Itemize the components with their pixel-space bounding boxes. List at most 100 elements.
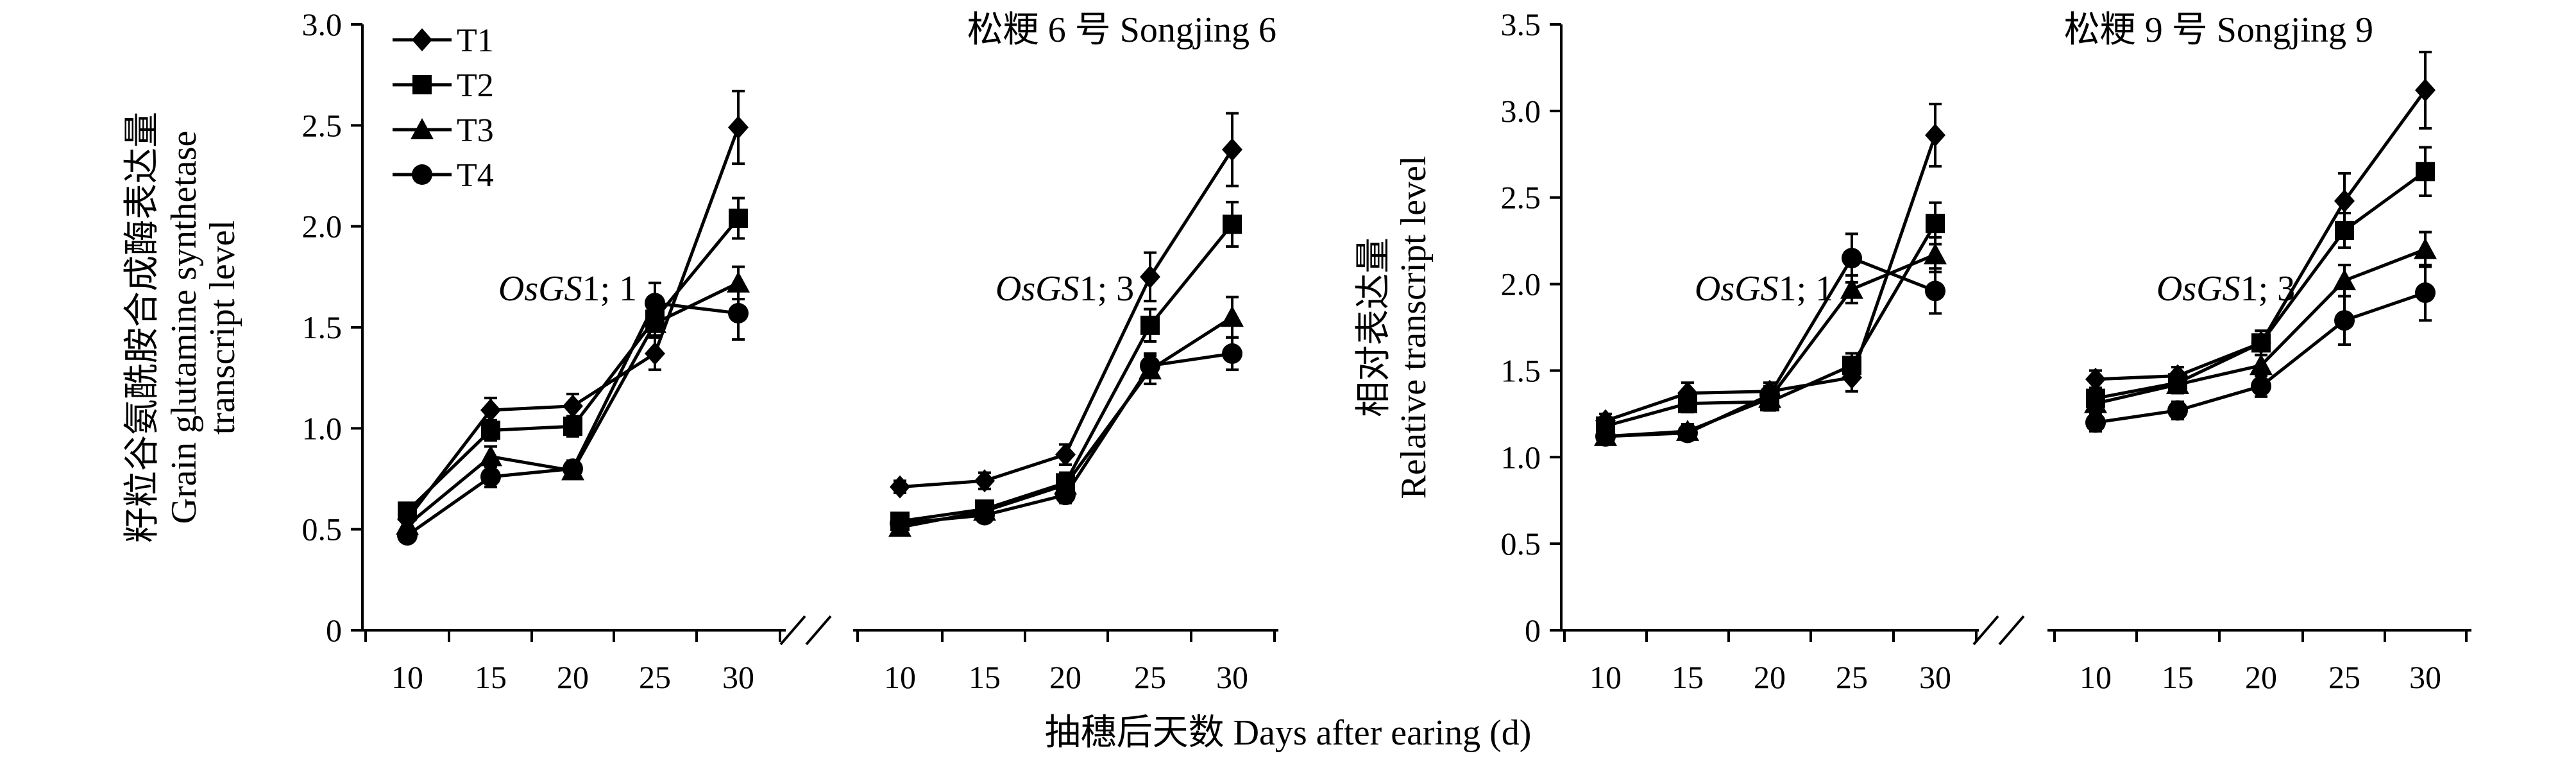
y-tick-label: 2.0 — [1501, 266, 1541, 302]
data-point-T4 — [974, 504, 995, 526]
legend-item-T2: T2 — [393, 67, 494, 104]
x-tick-label: 20 — [557, 659, 589, 695]
series-T4 — [2085, 263, 2436, 433]
data-point-T4 — [1677, 422, 1698, 444]
y-tick-label: 2.5 — [1501, 180, 1541, 216]
y-axis-label: Grain glutamine synthetase — [164, 131, 204, 524]
y-axis-label: 相对表达量 — [1354, 237, 1394, 417]
x-tick-label: 25 — [1134, 659, 1166, 695]
y-tick-label: 3.5 — [1501, 6, 1541, 42]
axis-break-mark — [779, 615, 806, 646]
x-tick-label: 30 — [722, 659, 754, 695]
series-T4 — [1595, 232, 1945, 447]
legend-label: T1 — [457, 22, 494, 59]
data-point-T3 — [2084, 392, 2107, 413]
gene-label-italic: OsGS — [996, 269, 1080, 309]
gene-label-suffix: 1; 1 — [582, 269, 638, 309]
x-tick-label: 20 — [1049, 659, 1081, 695]
axis-break-mark — [805, 615, 832, 646]
data-point-T2 — [1223, 214, 1242, 234]
gene-label-suffix: 1; 3 — [2241, 269, 2296, 309]
data-point-T1 — [1055, 443, 1076, 467]
gene-label-suffix: 1; 3 — [1080, 269, 1135, 309]
series-T4 — [397, 281, 749, 546]
series-T1 — [1595, 103, 1945, 433]
data-point-T2 — [2335, 220, 2354, 240]
legend-marker-T4 — [412, 164, 432, 185]
data-point-T3 — [2250, 354, 2273, 375]
gene-label-italic: OsGS — [1695, 269, 1779, 309]
gene-label: OsGS1; 1 — [498, 269, 637, 309]
data-point-T4 — [2251, 375, 2271, 397]
legend-marker-T1 — [412, 28, 432, 51]
data-point-T4 — [1925, 280, 1945, 302]
data-point-T1 — [480, 399, 501, 422]
y-tick-label: 0.5 — [1501, 526, 1541, 562]
data-point-T2 — [1140, 315, 1160, 335]
series-line-T1 — [899, 148, 1234, 489]
data-point-T4 — [2334, 310, 2355, 331]
y-tick-label: 1.0 — [1501, 439, 1541, 475]
data-point-T2 — [2251, 333, 2271, 353]
y-tick-label: 0 — [326, 612, 342, 648]
y-tick-label: 0.5 — [302, 512, 343, 547]
data-point-T3 — [2166, 373, 2189, 395]
legend-marker-T2 — [412, 75, 432, 94]
gene-group-1: 10 15 20 25 30 OsGS1; 1 — [1589, 103, 1951, 695]
data-point-T3 — [2333, 269, 2356, 291]
x-tick-label: 10 — [2080, 659, 2112, 695]
legend-item-T1: T1 — [393, 22, 494, 59]
data-point-T4 — [1222, 343, 1242, 364]
data-point-T1 — [890, 475, 910, 499]
x-tick-label: 15 — [2162, 659, 2194, 695]
legend-label: T4 — [457, 157, 494, 194]
data-point-T4 — [1842, 248, 1862, 269]
data-point-T4 — [2167, 400, 2188, 421]
legend-label: T2 — [457, 67, 494, 104]
gene-group-2: 10 15 20 25 30 OsGS1; 3 — [884, 112, 1248, 695]
data-point-T1 — [728, 116, 749, 139]
x-tick-label: 15 — [475, 659, 507, 695]
series-T4 — [890, 336, 1242, 534]
data-point-T2 — [1842, 356, 1861, 375]
data-point-T4 — [397, 525, 418, 546]
data-point-T1 — [2085, 367, 2106, 391]
legend-marker-T3 — [411, 118, 434, 139]
x-axis-label: 抽穗后天数 Days after earing (d) — [1045, 713, 1532, 753]
data-point-T3 — [1840, 277, 1863, 299]
series-T1 — [890, 112, 1242, 499]
data-point-T1 — [1925, 123, 1945, 147]
gene-label: OsGS1; 3 — [2157, 269, 2295, 309]
gene-label-italic: OsGS — [498, 269, 582, 309]
y-tick-label: 1.0 — [302, 410, 343, 446]
data-point-T4 — [563, 458, 583, 479]
x-tick-label: 10 — [884, 659, 916, 695]
gene-group-1: 10 15 20 25 30 OsGS1; 1 — [391, 89, 754, 695]
data-point-T3 — [1924, 243, 1947, 264]
legend: T1 T2 T3 T4 — [393, 22, 494, 194]
chart-panel-1: 0 0.5 1.0 1.5 2.0 2.5 3.0 松粳 6 号 Songjing 6 籽粒谷氨… — [123, 6, 1278, 695]
data-point-T3 — [2414, 237, 2437, 259]
data-point-T1 — [645, 341, 665, 365]
x-tick-label: 25 — [1836, 659, 1868, 695]
data-point-T3 — [1221, 306, 1244, 327]
legend-item-T3: T3 — [393, 112, 494, 149]
x-tick-label: 30 — [2409, 659, 2441, 695]
gene-label: OsGS1; 3 — [996, 269, 1134, 309]
data-point-T3 — [479, 445, 502, 467]
x-tick-label: 30 — [1216, 659, 1248, 695]
axis-break-mark — [1998, 615, 2025, 646]
data-point-T2 — [1926, 214, 1945, 234]
data-point-T2 — [563, 417, 582, 436]
data-point-T1 — [563, 394, 583, 418]
data-point-T1 — [1222, 138, 1242, 162]
y-axis-label: transcript level — [203, 220, 242, 435]
x-tick-label: 25 — [639, 659, 671, 695]
data-point-T4 — [480, 466, 501, 487]
data-point-T4 — [2085, 412, 2106, 433]
y-tick-label: 2.0 — [302, 209, 343, 245]
y-tick-label: 2.5 — [302, 107, 343, 143]
x-tick-label: 20 — [2245, 659, 2277, 695]
x-tick-label: 10 — [391, 659, 423, 695]
